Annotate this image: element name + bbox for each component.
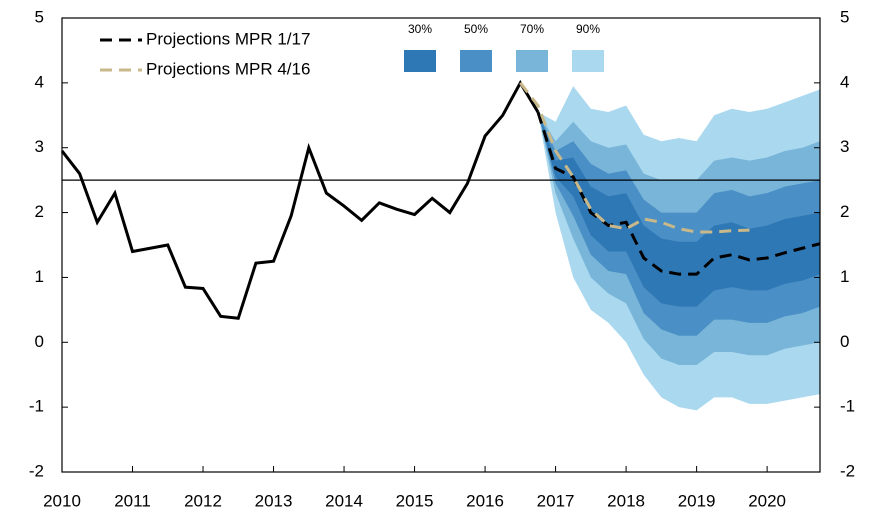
y-tick-label: 3 <box>35 137 44 156</box>
line <box>60 79 540 320</box>
x-tick-label: 2013 <box>255 491 293 510</box>
y2-tick-label: 1 <box>840 267 849 286</box>
fan-legend-label: 70% <box>520 22 544 36</box>
fan-legend-swatch <box>516 50 548 72</box>
x-tick-label: 2016 <box>466 491 504 510</box>
y2-tick-label: 0 <box>840 332 849 351</box>
y2-tick-label: 5 <box>840 7 849 26</box>
legend-label: Projections MPR 1/17 <box>146 29 310 48</box>
y-tick-label: 2 <box>35 202 44 221</box>
x-tick-label: 2010 <box>43 491 81 510</box>
y2-tick-label: 2 <box>840 202 849 221</box>
y-tick-label: 0 <box>35 332 44 351</box>
x-tick-label: 2019 <box>678 491 716 510</box>
y2-tick-label: -2 <box>840 461 855 480</box>
y-tick-label: 4 <box>35 72 44 91</box>
x-tick-label: 2012 <box>184 491 222 510</box>
x-tick-label: 2020 <box>748 491 786 510</box>
fan-legend-label: 30% <box>408 22 432 36</box>
y-tick-label: 1 <box>35 267 44 286</box>
y2-tick-label: -1 <box>840 397 855 416</box>
y-tick-label: -1 <box>29 397 44 416</box>
line <box>519 81 750 234</box>
x-tick-label: 2011 <box>114 491 151 510</box>
legend-label: Projections MPR 4/16 <box>146 59 310 78</box>
fan-legend-label: 50% <box>464 22 488 36</box>
y-tick-label: 5 <box>35 7 44 26</box>
x-tick-label: 2017 <box>537 491 575 510</box>
fan-legend-swatch <box>404 50 436 72</box>
fan-band <box>537 112 820 307</box>
x-tick-label: 2015 <box>396 491 434 510</box>
y2-tick-label: 4 <box>840 72 849 91</box>
y2-tick-label: 3 <box>840 137 849 156</box>
fan-legend-swatch <box>460 50 492 72</box>
y-tick-label: -2 <box>29 461 44 480</box>
x-tick-label: 2014 <box>325 491 363 510</box>
x-tick-label: 2018 <box>607 491 645 510</box>
fan-legend-label: 90% <box>576 22 600 36</box>
fan-legend-swatch <box>572 50 604 72</box>
